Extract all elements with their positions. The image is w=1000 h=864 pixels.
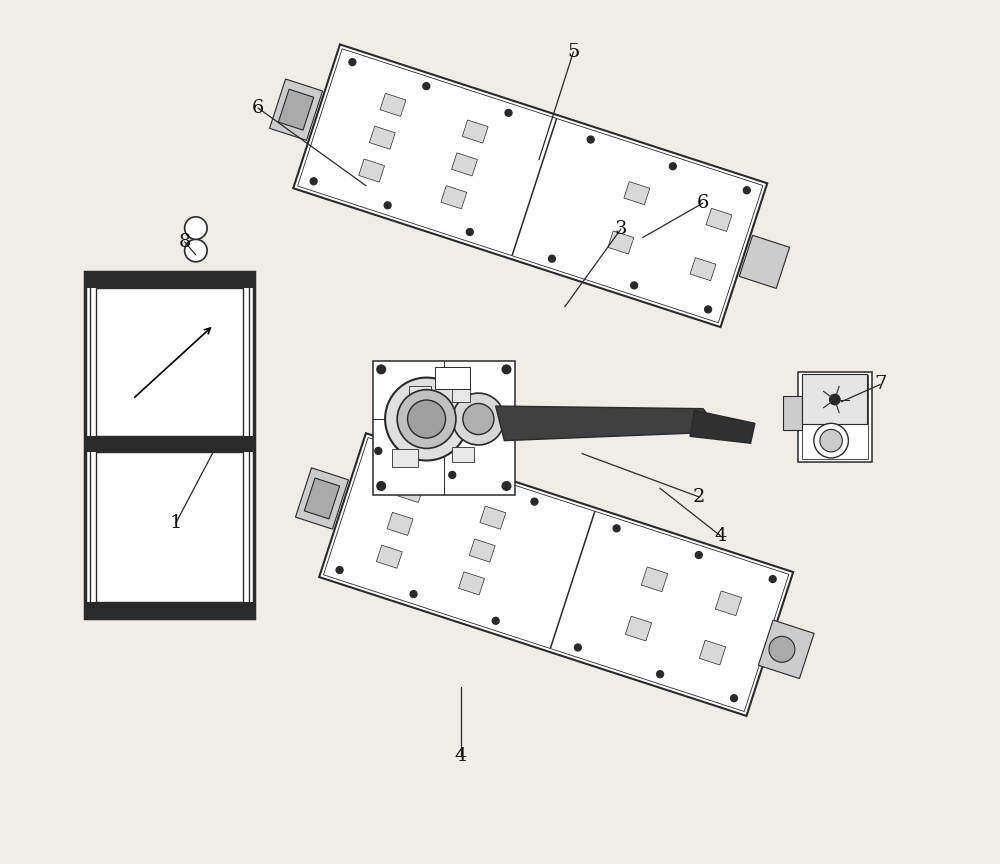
- Circle shape: [814, 423, 848, 458]
- Polygon shape: [319, 433, 793, 716]
- Circle shape: [549, 255, 555, 262]
- Circle shape: [449, 472, 456, 479]
- Bar: [85, 272, 254, 618]
- Circle shape: [397, 390, 456, 448]
- Bar: [85, 272, 254, 288]
- Polygon shape: [625, 616, 652, 641]
- Circle shape: [531, 499, 538, 505]
- Polygon shape: [459, 572, 484, 595]
- Polygon shape: [452, 153, 477, 176]
- Circle shape: [466, 229, 473, 236]
- Text: 4: 4: [455, 747, 467, 765]
- Circle shape: [657, 670, 664, 677]
- Circle shape: [695, 551, 702, 558]
- Polygon shape: [699, 640, 726, 665]
- Text: 7: 7: [874, 376, 886, 393]
- Polygon shape: [690, 257, 716, 281]
- Circle shape: [185, 217, 207, 239]
- Circle shape: [452, 393, 504, 445]
- Polygon shape: [304, 478, 340, 519]
- Bar: [85, 436, 254, 452]
- Polygon shape: [462, 120, 488, 143]
- Circle shape: [377, 365, 386, 373]
- Polygon shape: [369, 126, 395, 149]
- Circle shape: [336, 567, 343, 574]
- Text: 8: 8: [178, 233, 191, 251]
- Circle shape: [743, 187, 750, 194]
- Bar: [392, 449, 418, 467]
- Circle shape: [502, 482, 511, 491]
- Polygon shape: [441, 186, 467, 209]
- Polygon shape: [706, 208, 732, 232]
- Polygon shape: [380, 93, 406, 117]
- Polygon shape: [739, 235, 790, 289]
- Bar: [90, 276, 249, 613]
- Circle shape: [705, 306, 712, 313]
- Polygon shape: [758, 620, 814, 678]
- Bar: [96, 288, 243, 436]
- Circle shape: [669, 162, 676, 169]
- Polygon shape: [387, 512, 413, 536]
- Polygon shape: [469, 539, 495, 562]
- Circle shape: [830, 394, 840, 404]
- Circle shape: [731, 695, 737, 702]
- Bar: [798, 372, 872, 462]
- Polygon shape: [278, 89, 314, 130]
- Text: 3: 3: [615, 220, 627, 238]
- Polygon shape: [715, 591, 742, 616]
- Text: 4: 4: [714, 527, 727, 544]
- Circle shape: [410, 591, 417, 598]
- Circle shape: [613, 524, 620, 531]
- Polygon shape: [270, 79, 323, 140]
- Bar: [435, 367, 470, 389]
- Bar: [452, 389, 470, 402]
- Text: 6: 6: [697, 194, 709, 212]
- Circle shape: [505, 110, 512, 117]
- Circle shape: [377, 482, 386, 491]
- Polygon shape: [690, 410, 755, 443]
- Polygon shape: [641, 567, 668, 592]
- Bar: [409, 386, 431, 402]
- Polygon shape: [480, 506, 506, 530]
- Circle shape: [574, 644, 581, 651]
- Bar: [85, 602, 254, 618]
- Bar: [802, 375, 868, 459]
- Bar: [96, 452, 243, 602]
- Text: 1: 1: [170, 514, 182, 531]
- Polygon shape: [624, 181, 650, 205]
- Circle shape: [492, 618, 499, 625]
- Circle shape: [349, 59, 356, 66]
- Circle shape: [384, 202, 391, 209]
- Circle shape: [631, 282, 638, 289]
- Circle shape: [820, 429, 842, 452]
- Bar: [452, 447, 474, 462]
- Text: 6: 6: [252, 99, 264, 117]
- Circle shape: [375, 448, 382, 454]
- Circle shape: [769, 575, 776, 582]
- Circle shape: [587, 136, 594, 143]
- Bar: [783, 396, 802, 430]
- Polygon shape: [376, 545, 402, 569]
- Polygon shape: [496, 406, 720, 441]
- Circle shape: [502, 365, 511, 373]
- Polygon shape: [398, 480, 424, 503]
- Circle shape: [185, 239, 207, 262]
- Circle shape: [769, 637, 795, 663]
- Bar: [373, 361, 515, 494]
- Text: 2: 2: [693, 488, 705, 505]
- Circle shape: [310, 178, 317, 185]
- Circle shape: [463, 403, 494, 435]
- Circle shape: [423, 83, 430, 90]
- Bar: [802, 374, 867, 424]
- Circle shape: [408, 400, 446, 438]
- Text: 5: 5: [567, 43, 580, 60]
- Circle shape: [385, 378, 468, 461]
- Polygon shape: [359, 159, 385, 182]
- Polygon shape: [293, 44, 767, 327]
- Polygon shape: [295, 467, 348, 529]
- Polygon shape: [608, 231, 634, 254]
